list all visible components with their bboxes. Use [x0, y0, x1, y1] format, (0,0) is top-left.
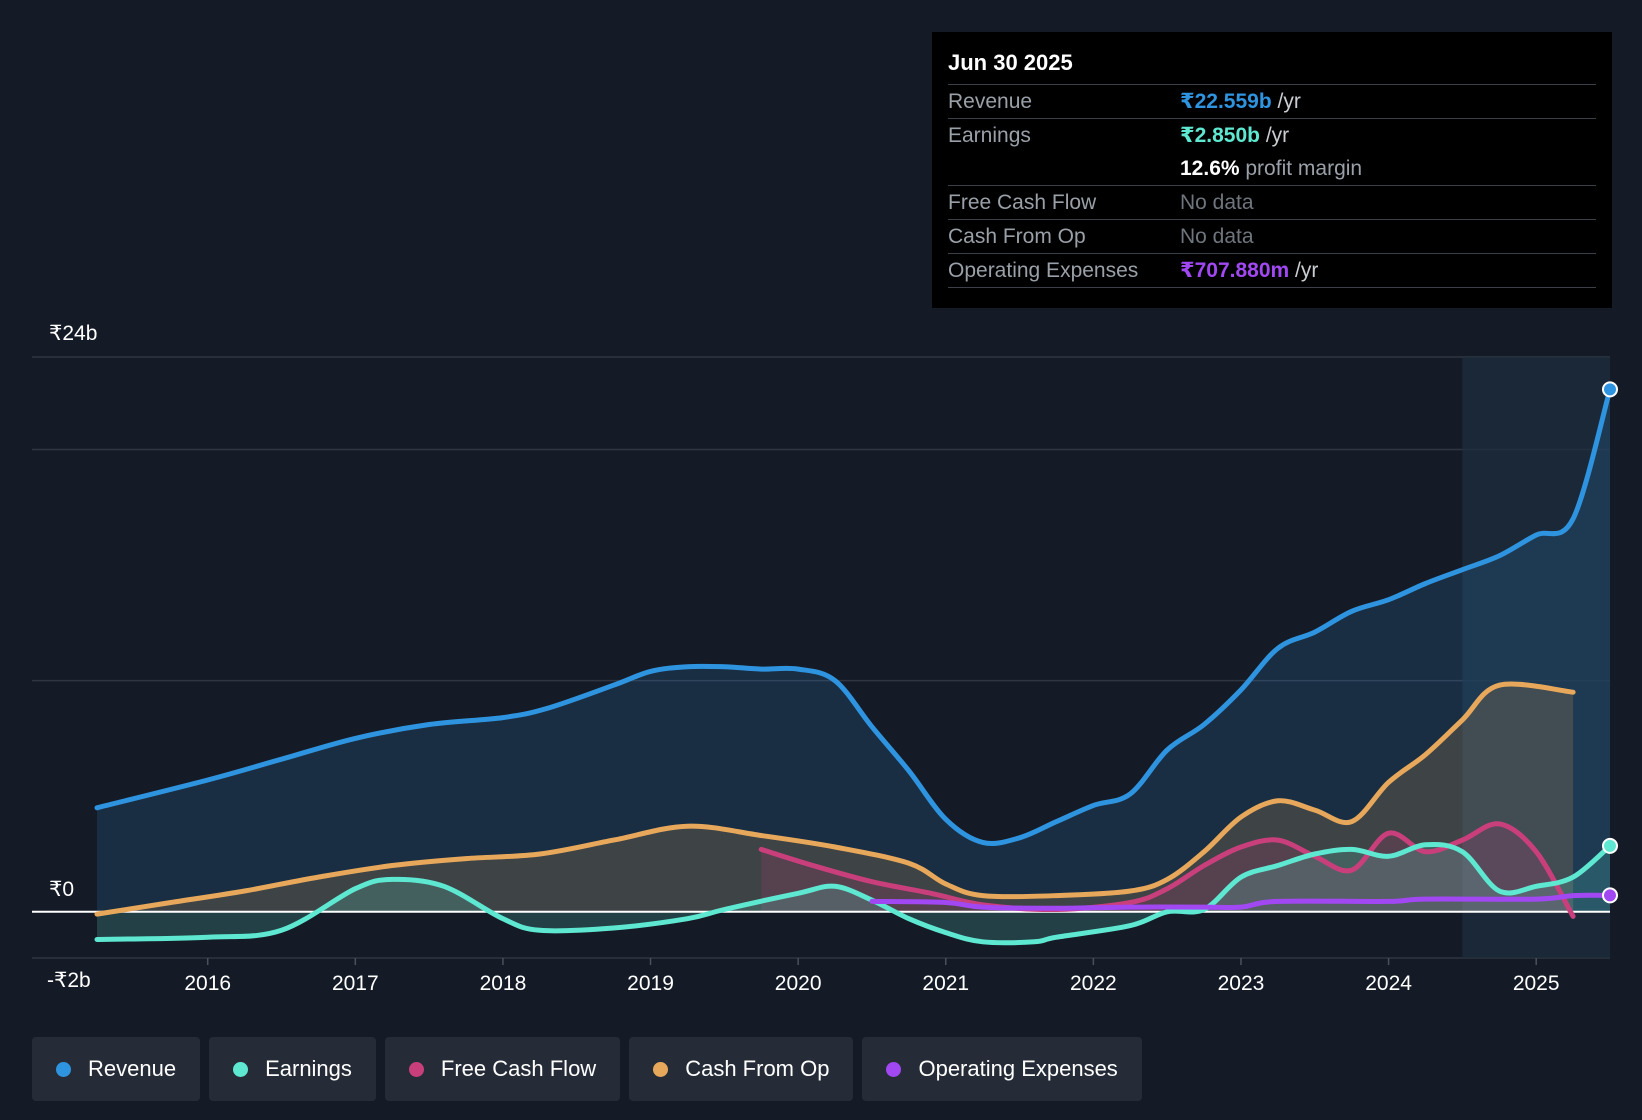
revenue-line [94, 386, 1613, 846]
legend-label: Earnings [265, 1056, 352, 1081]
legend-label: Cash From Op [685, 1056, 830, 1081]
y-tick-label: -₹2b [47, 969, 91, 992]
x-tick-label: 2019 [627, 972, 674, 995]
legend-item-cash-from-op[interactable]: Cash From Op [629, 1037, 854, 1101]
earnings-endpoint [1602, 837, 1618, 854]
x-tick-label: 2022 [1070, 972, 1117, 995]
free-cash-flow-line [758, 821, 1576, 919]
free-cash-flow-area [761, 823, 1574, 917]
legend-item-free-cash-flow[interactable]: Free Cash Flow [384, 1037, 621, 1101]
tooltip-unit: /yr [1260, 124, 1290, 147]
y-tick-label: ₹0 [49, 878, 74, 901]
legend-item-revenue[interactable]: Revenue [32, 1037, 201, 1101]
legend: Revenue Earnings Free Cash Flow Cash Fro… [32, 1037, 1142, 1101]
tooltip-row-cash-from-op: Cash From Op No data [948, 220, 1596, 254]
operating-expenses-endpoint [1602, 887, 1618, 904]
tooltip-value: No data [1180, 225, 1254, 248]
legend-item-operating-expenses[interactable]: Operating Expenses [862, 1037, 1142, 1101]
chart-grid [32, 356, 1610, 959]
series-lines [94, 386, 1613, 946]
tooltip-unit: /yr [1289, 259, 1319, 282]
tooltip-label: Free Cash Flow [948, 191, 1097, 214]
tooltip-value: ₹707.880m [1180, 259, 1290, 282]
cash-from-op-area [97, 684, 1574, 915]
tooltip-row-operating-expenses: Operating Expenses ₹707.880m /yr [948, 254, 1596, 288]
tooltip-value: 12.6% [1180, 157, 1240, 180]
x-tick-label: 2023 [1218, 972, 1265, 995]
tooltip-unit: profit margin [1239, 157, 1363, 180]
tooltip-value: ₹22.559b [1180, 90, 1272, 113]
tooltip-label: Operating Expenses [948, 259, 1139, 282]
tooltip-row-earnings: Earnings ₹2.850b /yr [948, 119, 1596, 152]
tooltip-label: Cash From Op [948, 225, 1086, 248]
x-tick-label: 2025 [1513, 972, 1560, 995]
series-areas [97, 389, 1610, 943]
data-tooltip: Jun 30 2025 Revenue ₹22.559b /yr Earning… [932, 32, 1612, 308]
tooltip-value: No data [1180, 191, 1254, 214]
operating-expenses-dot-icon [886, 1061, 902, 1077]
x-tick-label: 2020 [775, 972, 822, 995]
tooltip-row-profit-margin: 12.6% profit margin [948, 152, 1596, 186]
y-tick-label: ₹24b [49, 322, 97, 345]
x-axis-labels: 2016 2017 2018 2019 2020 2021 2022 2023 2024 2025 [184, 958, 1560, 995]
cash-from-op-dot-icon [653, 1061, 669, 1077]
x-tick-label: 2017 [332, 972, 379, 995]
tooltip-label: Revenue [948, 90, 1033, 113]
free-cash-flow-dot-icon [408, 1061, 424, 1077]
x-tick-label: 2024 [1365, 972, 1412, 995]
legend-item-earnings[interactable]: Earnings [209, 1037, 376, 1101]
series-endpoints [1602, 381, 1618, 904]
tooltip-unit: /yr [1271, 90, 1301, 113]
forecast-highlight-band [1462, 357, 1610, 958]
x-tick-label: 2018 [480, 972, 527, 995]
legend-label: Revenue [88, 1056, 177, 1081]
cash-from-op-line [94, 681, 1576, 917]
legend-label: Free Cash Flow [440, 1056, 597, 1081]
legend-label: Operating Expenses [918, 1056, 1118, 1081]
earnings-dot-icon [233, 1061, 249, 1077]
x-tick-label: 2016 [184, 972, 231, 995]
revenue-endpoint [1602, 381, 1618, 398]
tooltip-value: ₹2.850b [1180, 124, 1260, 147]
earnings-line [94, 841, 1613, 946]
tooltip-date: Jun 30 2025 [948, 48, 1596, 85]
tooltip-row-free-cash-flow: Free Cash Flow No data [948, 186, 1596, 220]
tooltip-label: Earnings [948, 124, 1031, 147]
x-tick-label: 2021 [922, 972, 969, 995]
tooltip-row-revenue: Revenue ₹22.559b /yr [948, 85, 1596, 119]
tooltip-label [948, 152, 1180, 185]
operating-expenses-line [869, 892, 1613, 911]
revenue-area [97, 389, 1610, 912]
revenue-dot-icon [56, 1061, 71, 1077]
y-axis-labels: ₹24b ₹0 -₹2b [47, 322, 97, 992]
